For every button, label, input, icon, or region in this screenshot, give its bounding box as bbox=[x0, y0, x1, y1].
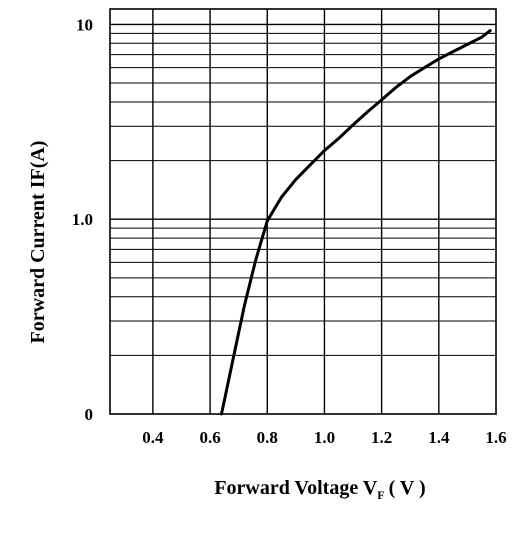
x-axis-title-unit: ( V ) bbox=[389, 477, 426, 499]
plot-frame bbox=[109, 8, 497, 415]
y-tick-label: 1.0 bbox=[72, 210, 93, 229]
series-line bbox=[220, 29, 492, 416]
plot-border bbox=[109, 8, 497, 415]
series-layer bbox=[220, 29, 492, 416]
y-tick-label: 10 bbox=[76, 15, 93, 34]
x-tick-label: 1.0 bbox=[314, 428, 335, 447]
y-tick-label: 0 bbox=[85, 405, 94, 424]
y-axis-title: Forward Current IF(A) bbox=[27, 141, 49, 344]
x-tick-label: 0.4 bbox=[142, 428, 164, 447]
x-axis-title-main: Forward Voltage V bbox=[214, 477, 378, 499]
x-axis-title: Forward Voltage VF ( V ) bbox=[214, 477, 425, 502]
x-axis-title-subscript: F bbox=[377, 488, 384, 502]
x-tick-label: 1.4 bbox=[428, 428, 450, 447]
x-tick-label: 1.2 bbox=[371, 428, 392, 447]
x-tick-label: 0.6 bbox=[199, 428, 220, 447]
y-tick-labels: 0 1.0 10 bbox=[72, 15, 93, 424]
x-tick-labels: 0.4 0.6 0.8 1.0 1.2 1.4 1.6 bbox=[142, 428, 506, 447]
x-tick-label: 1.6 bbox=[485, 428, 506, 447]
x-tick-label: 0.8 bbox=[257, 428, 278, 447]
grid bbox=[110, 9, 496, 414]
